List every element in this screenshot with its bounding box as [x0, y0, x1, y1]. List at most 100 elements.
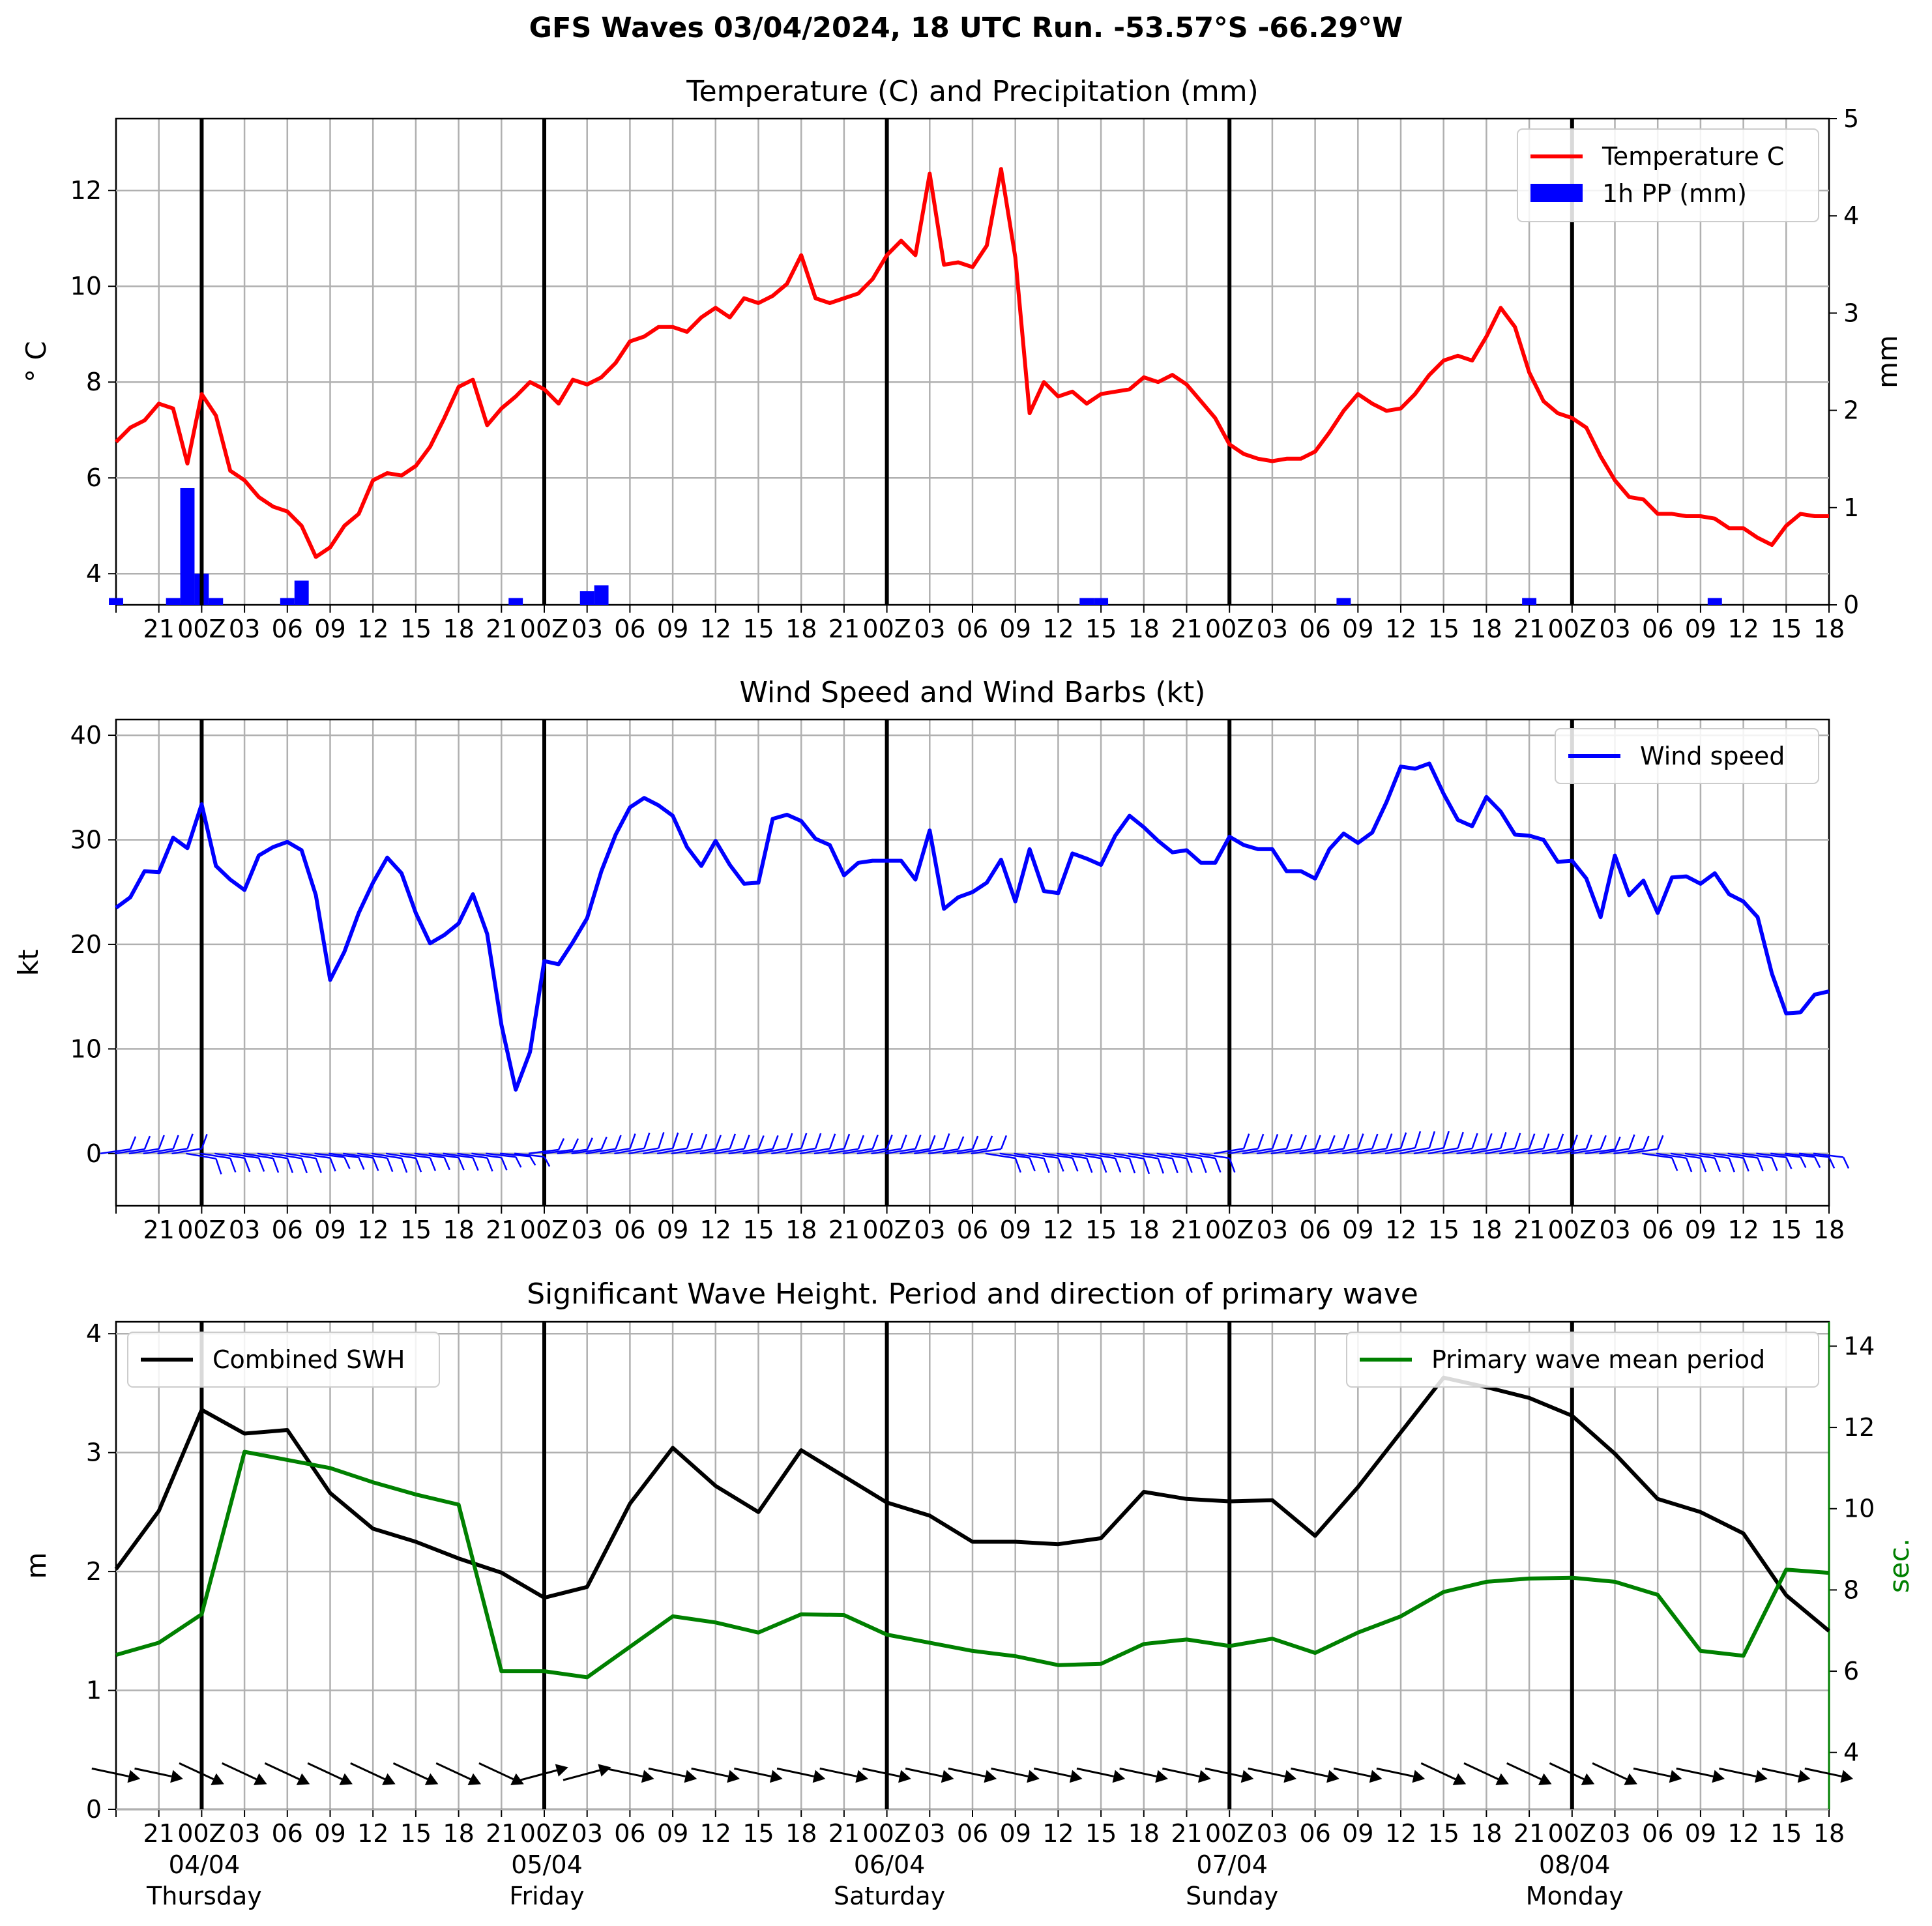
wind-barb	[1599, 1134, 1635, 1155]
wind-barb	[1370, 1132, 1407, 1155]
wave-direction-arrow	[1463, 1762, 1509, 1785]
x-tick-label: 12	[700, 1819, 731, 1848]
arrow-head	[253, 1773, 267, 1785]
x-tick-label: 15	[400, 1216, 432, 1244]
wind-barb	[1014, 1152, 1050, 1173]
x-tick-label: 00Z	[862, 615, 911, 643]
wave-direction-arrow	[1676, 1767, 1725, 1783]
panel-title: Wind Speed and Wind Barbs (kt)	[740, 676, 1206, 709]
wave-direction-arrow	[776, 1767, 826, 1783]
arrow-head	[1581, 1773, 1595, 1785]
wave-panel: Significant Wave Height. Period and dire…	[20, 1277, 1915, 1910]
y-tick-label: 4	[86, 559, 102, 588]
panel-title: Temperature (C) and Precipitation (mm)	[686, 75, 1259, 108]
x-tick-label: 21	[143, 615, 175, 643]
y-tick-label: 0	[86, 1795, 102, 1824]
x-tick-label: 00Z	[177, 1819, 226, 1848]
wind-barb	[1071, 1152, 1107, 1173]
x-tick-label: 03	[572, 1819, 603, 1848]
arrow-head	[1412, 1770, 1426, 1783]
weekday-label: Saturday	[834, 1882, 945, 1910]
weekday-label: Sunday	[1186, 1882, 1278, 1910]
wave-direction-arrow	[1420, 1762, 1467, 1785]
y-axis-label: ° C	[20, 341, 52, 383]
wind-barb	[443, 1152, 479, 1171]
arrow-head	[1495, 1773, 1509, 1785]
wind-barb	[228, 1152, 265, 1172]
x-tick-label: 18	[785, 1819, 817, 1848]
arrow-head	[1240, 1770, 1254, 1783]
wind-barb	[771, 1132, 808, 1155]
x-tick-label: 09	[657, 1819, 688, 1848]
x-tick-label: 06	[614, 615, 645, 643]
x-tick-label: 12	[357, 1819, 388, 1848]
legend-box	[1517, 128, 1819, 222]
wind-barb	[1770, 1152, 1807, 1169]
x-tick-label: 03	[1257, 1819, 1288, 1848]
x-tick-label: 09	[1685, 615, 1716, 643]
wave-direction-arrow	[991, 1767, 1040, 1783]
wind-barb	[528, 1138, 565, 1155]
y2-tick-label: 3	[1843, 299, 1859, 327]
wind-barb	[1727, 1152, 1764, 1172]
wind-barb	[1413, 1131, 1450, 1155]
wind-barb	[329, 1152, 365, 1170]
arrow-shaft	[1333, 1767, 1371, 1777]
plot-frame	[115, 718, 1830, 1207]
wind-barb	[1128, 1152, 1164, 1174]
arrow-shaft	[862, 1767, 900, 1777]
x-tick-label: 03	[1599, 615, 1630, 643]
y2-tick-label: 2	[1843, 396, 1859, 425]
x-tick-label: 12	[1042, 1216, 1074, 1244]
x-tick-label: 18	[1128, 615, 1160, 643]
wind-barb	[842, 1134, 879, 1155]
arrow-shaft	[134, 1767, 172, 1777]
wind-barb	[357, 1152, 394, 1173]
y2-tick-label: 10	[1843, 1495, 1875, 1523]
wind-barb	[900, 1135, 936, 1155]
x-tick-label: 15	[1085, 615, 1117, 643]
legend-box	[127, 1332, 440, 1388]
arrow-head	[1669, 1770, 1682, 1783]
x-tick-label: 06	[1299, 615, 1330, 643]
precip-bar	[280, 598, 295, 605]
x-tick-label: 18	[785, 615, 817, 643]
arrow-shaft	[392, 1762, 428, 1781]
wind-barb	[885, 1134, 922, 1155]
legend-swh-label: Combined SWH	[212, 1345, 405, 1374]
x-tick-label: 21	[143, 1216, 175, 1244]
wave-direction-arrow	[435, 1762, 482, 1785]
plot-frame	[115, 117, 1830, 606]
x-tick-label: 09	[657, 1216, 688, 1244]
wind-barb	[428, 1152, 465, 1171]
wave-direction-arrow	[1506, 1762, 1552, 1785]
precip-bar	[1336, 598, 1351, 605]
wind-barb	[1798, 1152, 1836, 1169]
wind-barb	[1171, 1152, 1207, 1173]
wind-barb	[486, 1152, 522, 1168]
wind-barb	[457, 1152, 493, 1172]
x-tick-label: 03	[572, 1216, 603, 1244]
wind-barb	[414, 1152, 450, 1171]
arrow-shaft	[1033, 1767, 1072, 1777]
x-tick-label: 03	[572, 615, 603, 643]
y2-tick-label: 5	[1843, 104, 1859, 133]
x-tick-label: 12	[357, 615, 388, 643]
arrow-shaft	[1119, 1767, 1157, 1777]
arrow-shaft	[905, 1767, 943, 1777]
x-tick-label: 18	[785, 1216, 817, 1244]
arrow-head	[1538, 1773, 1552, 1785]
arrow-head	[984, 1770, 997, 1783]
wind-barb	[1499, 1133, 1536, 1155]
arrow-head	[1369, 1770, 1383, 1783]
wind-barb	[813, 1133, 851, 1155]
legend-temperature-label: Temperature C	[1602, 142, 1784, 171]
swh-line	[114, 1375, 1830, 1633]
wave-direction-arrow	[1333, 1767, 1383, 1783]
x-tick-label: 00Z	[177, 615, 226, 643]
x-tick-label: 21	[1514, 615, 1545, 643]
arrow-head	[1452, 1773, 1467, 1785]
y-tick-label: 10	[70, 1034, 102, 1063]
wind-barb	[1057, 1152, 1093, 1173]
